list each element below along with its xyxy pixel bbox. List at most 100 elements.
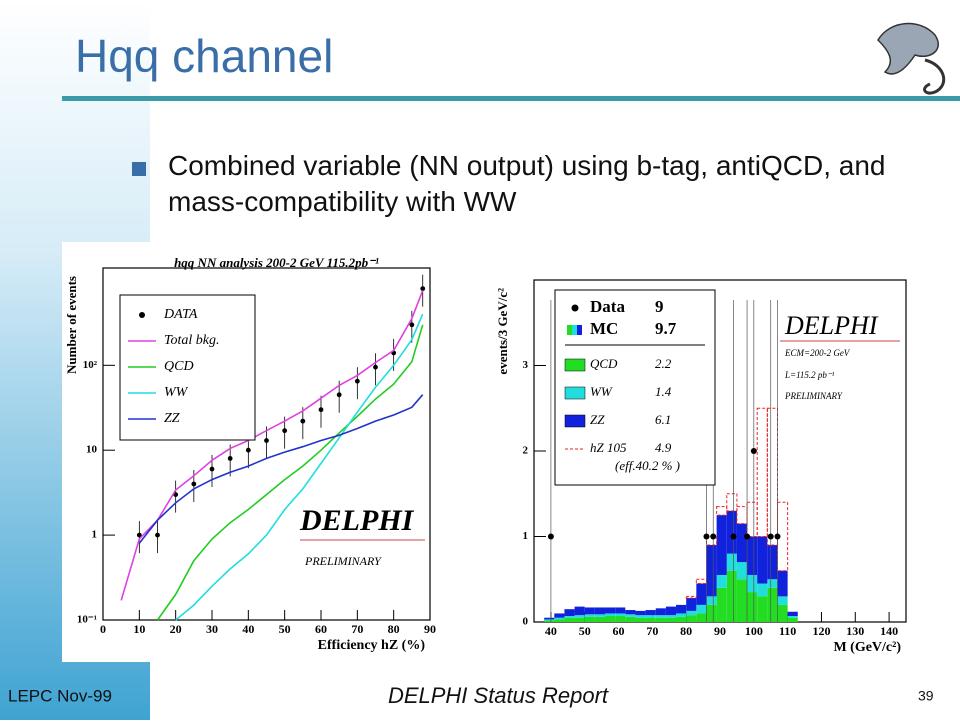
hist-bar: [625, 614, 636, 617]
x-tick-label: 10: [133, 622, 145, 636]
x-tick-label: 100: [745, 624, 763, 638]
data-point: [420, 286, 426, 292]
hist-bar: [736, 562, 748, 580]
hist-bar: [665, 606, 677, 616]
hist-bar: [757, 583, 768, 597]
data-point: [767, 533, 774, 540]
hist-bar: [716, 574, 727, 588]
data-point: [730, 533, 737, 540]
page-number: 39: [918, 688, 934, 704]
hist-bar: [564, 617, 575, 622]
data-point: [354, 378, 360, 384]
x-tick-label: 40: [242, 622, 254, 636]
y-tick-label: 10⁻¹: [77, 614, 97, 626]
hist-bar: [696, 604, 707, 614]
legend-symbol: [564, 358, 586, 372]
hist-bar: [564, 609, 575, 617]
hist-bar: [686, 610, 697, 616]
hist-bar: [635, 615, 646, 618]
annotation: L=115.2 pb⁻¹: [784, 370, 835, 380]
hist-bar: [564, 616, 575, 618]
data-point: [774, 533, 781, 540]
annotation: DELPHI: [299, 504, 415, 537]
hist-bar: [716, 506, 728, 516]
hist-bar: [767, 579, 778, 588]
annotation: PRELIMINARY: [784, 391, 843, 401]
hist-bar: [676, 613, 687, 617]
hist-bar: [747, 536, 758, 575]
data-point: [710, 533, 717, 540]
x-tick-label: 50: [579, 624, 591, 638]
hist-bar: [544, 620, 555, 622]
series-line: [138, 394, 424, 544]
title-rule: [62, 96, 960, 101]
legend-value: 6.1: [655, 412, 671, 427]
hist-bar: [574, 617, 585, 622]
hist-bar: [554, 619, 565, 622]
annotation: DELPHI: [784, 311, 879, 340]
hist-bar: [615, 607, 626, 614]
annotation: PRELIMINARY: [304, 554, 382, 568]
hist-bar: [645, 617, 656, 622]
hist-bar: [655, 617, 666, 622]
legend-label: WW: [164, 385, 189, 400]
hist-bar: [706, 596, 717, 605]
x-tick-label: 30: [206, 622, 218, 636]
x-tick-label: 0: [100, 622, 106, 636]
hist-bar: [625, 616, 636, 622]
legend-label: Total bkg.: [164, 333, 220, 348]
hist-bar: [605, 607, 616, 614]
legend-value: 9: [655, 297, 664, 316]
x-tick-label: 140: [880, 624, 898, 638]
hist-bar: [726, 553, 737, 571]
hist-bar: [736, 579, 748, 622]
data-point: [245, 447, 251, 453]
hist-bar: [756, 407, 768, 537]
legend-symbol: [571, 304, 579, 312]
y-tick-label: 3: [523, 359, 529, 371]
hist-bar: [777, 570, 788, 597]
hist-bar: [716, 587, 727, 622]
hist-bar: [605, 616, 616, 622]
legend-symbol: [572, 325, 577, 335]
hist-bar: [767, 545, 778, 580]
hist-bar: [676, 616, 687, 622]
x-tick-label: 80: [680, 624, 692, 638]
x-tick-label: 40: [545, 624, 557, 638]
hist-bar: [594, 614, 606, 617]
x-tick-label: 90: [424, 622, 436, 636]
hist-bar: [615, 616, 626, 622]
hist-bar: [635, 617, 646, 622]
footer-center: DELPHI Status Report: [388, 683, 609, 708]
hist-bar: [594, 616, 606, 622]
bullet-box: Combined variable (NN output) using b-ta…: [168, 150, 885, 217]
hist-bar: [645, 610, 656, 616]
y-tick-label: 1: [92, 529, 98, 541]
x-tick-label: 20: [170, 622, 182, 636]
legend-note: (eff.40.2 % ): [615, 458, 680, 473]
hist-bar: [696, 583, 707, 605]
chart-mass: 40 50 60 70 80 90 100 110 120 130 140 0 1 2 3 M (GeV/c²…: [495, 279, 907, 655]
hist-bar: [574, 615, 585, 618]
footer-left: LEPC Nov-99: [8, 686, 112, 705]
x-tick-label: 50: [279, 622, 291, 636]
hist-bar: [554, 613, 565, 618]
data-point: [744, 533, 751, 540]
hist-bar: [584, 616, 595, 622]
hist-bar: [736, 523, 748, 563]
legend-value: 4.9: [655, 440, 672, 455]
chart-nn: 0 10 20 30 40 50 60 70 80 90 10⁻¹ 1 10 10² Efficiency …: [64, 255, 436, 653]
legend-value: 2.2: [655, 356, 672, 371]
hist-bar: [726, 510, 737, 554]
legend-symbol: [564, 386, 586, 400]
chart-title: hqq NN analysis 200-2 GeV 115.2pb⁻¹: [174, 255, 379, 270]
hist-bar: [665, 617, 677, 622]
hist-bar: [706, 545, 717, 597]
legend-value: 1.4: [655, 384, 672, 399]
data-point: [703, 533, 710, 540]
hist-bar: [676, 604, 687, 614]
y-tick-label: 10: [86, 444, 98, 456]
hist-bar: [655, 615, 666, 618]
hist-bar: [584, 614, 595, 617]
legend-label: ZZ: [590, 412, 605, 427]
